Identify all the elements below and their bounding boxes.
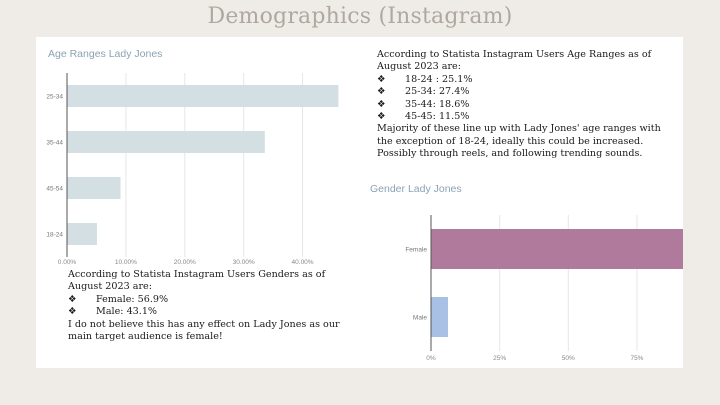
category-label: 35-44 (46, 140, 63, 147)
bar (67, 131, 265, 153)
gender-chart-title: Gender Lady Jones (370, 183, 462, 195)
x-tick-label: 0% (426, 355, 436, 362)
age-bullet-list: ❖ 18-24 : 25.1% ❖ 25-34: 27.4% ❖ 35-44: 18.6%… (377, 74, 677, 124)
x-tick-label: 0.00% (58, 259, 77, 266)
age-bullet-text: 45-45: 11.5% (405, 111, 470, 123)
gender-bullet-item: ❖ Male: 43.1% (68, 306, 348, 318)
gender-description: According to Statista Instagram Users Ge… (68, 269, 348, 343)
x-tick-label: 50% (562, 355, 575, 362)
x-tick-label: 10.00% (115, 259, 137, 266)
bar (67, 85, 339, 107)
slide-title: Demographics (Instagram) (207, 4, 513, 29)
gender-conclusion: I do not believe this has any effect on … (68, 318, 340, 343)
age-bullet-text: 18-24 : 25.1% (405, 73, 473, 85)
diamond-bullet-icon: ❖ (68, 293, 77, 305)
category-label: 18-24 (46, 232, 63, 239)
x-tick-label: 25% (493, 355, 506, 362)
category-label: 25-34 (46, 94, 63, 101)
age-bullet-item: ❖ 18-24 : 25.1% (377, 74, 677, 86)
age-conclusion: Majority of these line up with Lady Jone… (377, 123, 661, 160)
age-bullet-text: 25-34: 27.4% (405, 86, 470, 98)
x-tick-label: 30.00% (233, 259, 255, 266)
gender-bullet-text: Male: 43.1% (96, 306, 158, 318)
content-panel: Age Ranges Lady Jones 0.00% 10.00% 20.00% 3… (36, 37, 683, 368)
gender-bullet-text: Female: 56.9% (96, 293, 169, 305)
gender-bullet-list: ❖ Female: 56.9% ❖ Male: 43.1% (68, 294, 348, 319)
age-bullet-item: ❖ 45-45: 11.5% (377, 111, 677, 123)
diamond-bullet-icon: ❖ (377, 98, 386, 110)
age-bullet-text: 35-44: 18.6% (405, 98, 470, 110)
category-label: Male (413, 315, 427, 322)
age-chart-title: Age Ranges Lady Jones (48, 48, 163, 60)
diamond-bullet-icon: ❖ (68, 306, 77, 318)
gender-intro: According to Statista Instagram Users Ge… (68, 269, 326, 293)
gender-bullet-item: ❖ Female: 56.9% (68, 294, 348, 306)
age-intro: According to Statista Instagram Users Ag… (377, 49, 652, 73)
age-ranges-chart: 0.00% 10.00% 20.00% 30.00% 40.00% 25-34 35-44 4… (46, 73, 339, 266)
age-description: According to Statista Instagram Users Ag… (377, 49, 677, 161)
diamond-bullet-icon: ❖ (377, 111, 386, 123)
diamond-bullet-icon: ❖ (377, 73, 386, 85)
age-bullet-item: ❖ 25-34: 27.4% (377, 86, 677, 98)
bar (67, 223, 97, 245)
x-tick-label: 20.00% (174, 259, 196, 266)
diamond-bullet-icon: ❖ (377, 86, 386, 98)
category-label: 45-54 (46, 186, 63, 193)
x-tick-label: 75% (630, 355, 643, 362)
bar (431, 297, 448, 337)
age-bullet-item: ❖ 35-44: 18.6% (377, 99, 677, 111)
x-tick-label: 40.00% (292, 259, 314, 266)
bar (67, 177, 121, 199)
bar (431, 229, 683, 269)
category-label: Female (405, 247, 427, 254)
